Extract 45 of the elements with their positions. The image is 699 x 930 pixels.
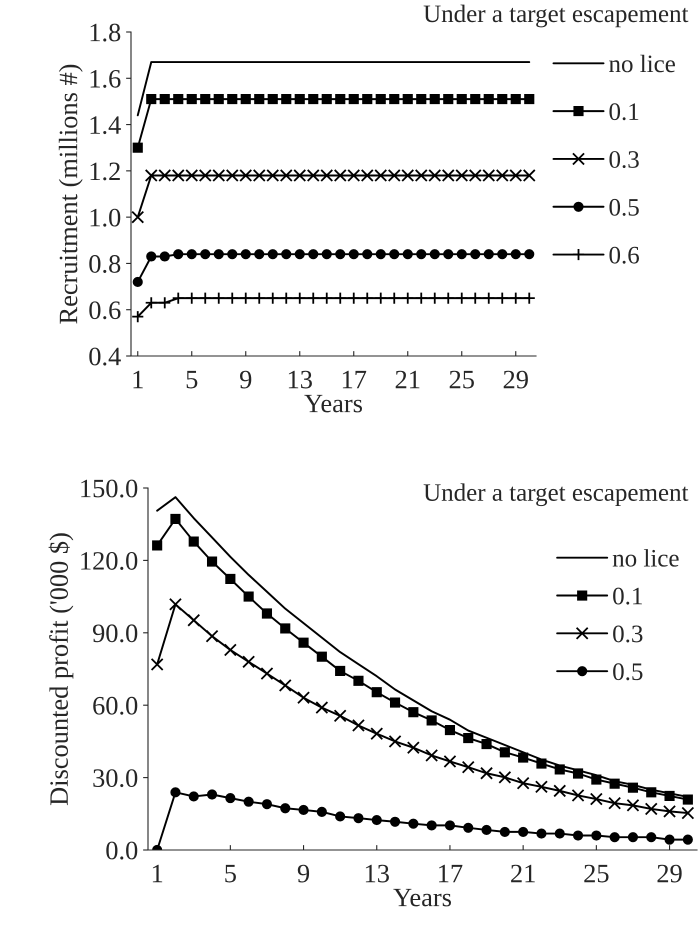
y-tick-label: 1.6 [90, 70, 120, 88]
x-tick-label: 21 [396, 370, 420, 388]
x-tick-label: 17 [342, 370, 366, 388]
x-tick-label: 29 [504, 370, 528, 388]
x-tick-label: 1 [133, 370, 143, 388]
legend-label: 0.3 [609, 151, 639, 168]
legend-label: no lice [609, 54, 675, 72]
x-tick-label: 21 [511, 864, 535, 882]
y-tick-label: 30.0 [93, 769, 138, 788]
y-tick-label: 90.0 [92, 624, 138, 642]
x-tick-label: 9 [240, 370, 252, 388]
x-tick-label: 25 [584, 864, 609, 882]
y-tick-label: 1.0 [90, 208, 120, 227]
x-tick-label: 13 [366, 864, 389, 882]
legend-label: 0.6 [609, 246, 640, 264]
x-tick-label: 25 [450, 370, 474, 388]
y-tick-label: 120.0 [81, 552, 138, 570]
legend-label: 0.5 [613, 663, 642, 680]
y-tick-label: 150.0 [81, 480, 138, 498]
y-axis-title: Discounted profit ('000 $) [48, 533, 74, 806]
x-tick-label: 1 [152, 864, 162, 882]
legend-label: no lice [612, 549, 679, 567]
y-tick-label: 0.6 [89, 301, 120, 320]
x-tick-label: 5 [225, 864, 236, 882]
y-tick-label: 60.0 [93, 696, 138, 715]
y-axis-title: Recruitment (millions #) [58, 64, 83, 324]
legend-label: 0.5 [609, 198, 639, 216]
legend-label: 0.1 [609, 103, 638, 120]
y-tick-label: 0.0 [106, 842, 138, 860]
y-tick-label: 1.4 [90, 116, 121, 134]
x-tick-label: 9 [298, 864, 310, 882]
chart-title: Under a target escapement [424, 483, 688, 506]
legend-label: 0.1 [613, 588, 642, 605]
y-tick-label: 0.8 [89, 255, 120, 273]
chart-title: Under a target escapement [424, 4, 688, 28]
x-tick-label: 17 [439, 864, 462, 882]
y-tick-label: 1.2 [90, 162, 120, 180]
y-tick-label: 0.4 [89, 348, 121, 366]
x-tick-label: 5 [186, 370, 198, 388]
x-axis-title: Years [304, 394, 362, 412]
x-axis-title: Years [393, 888, 451, 906]
legend-label: 0.3 [613, 625, 642, 642]
y-tick-label: 1.8 [90, 24, 120, 42]
x-tick-label: 13 [288, 370, 312, 388]
x-tick-label: 29 [658, 864, 682, 882]
